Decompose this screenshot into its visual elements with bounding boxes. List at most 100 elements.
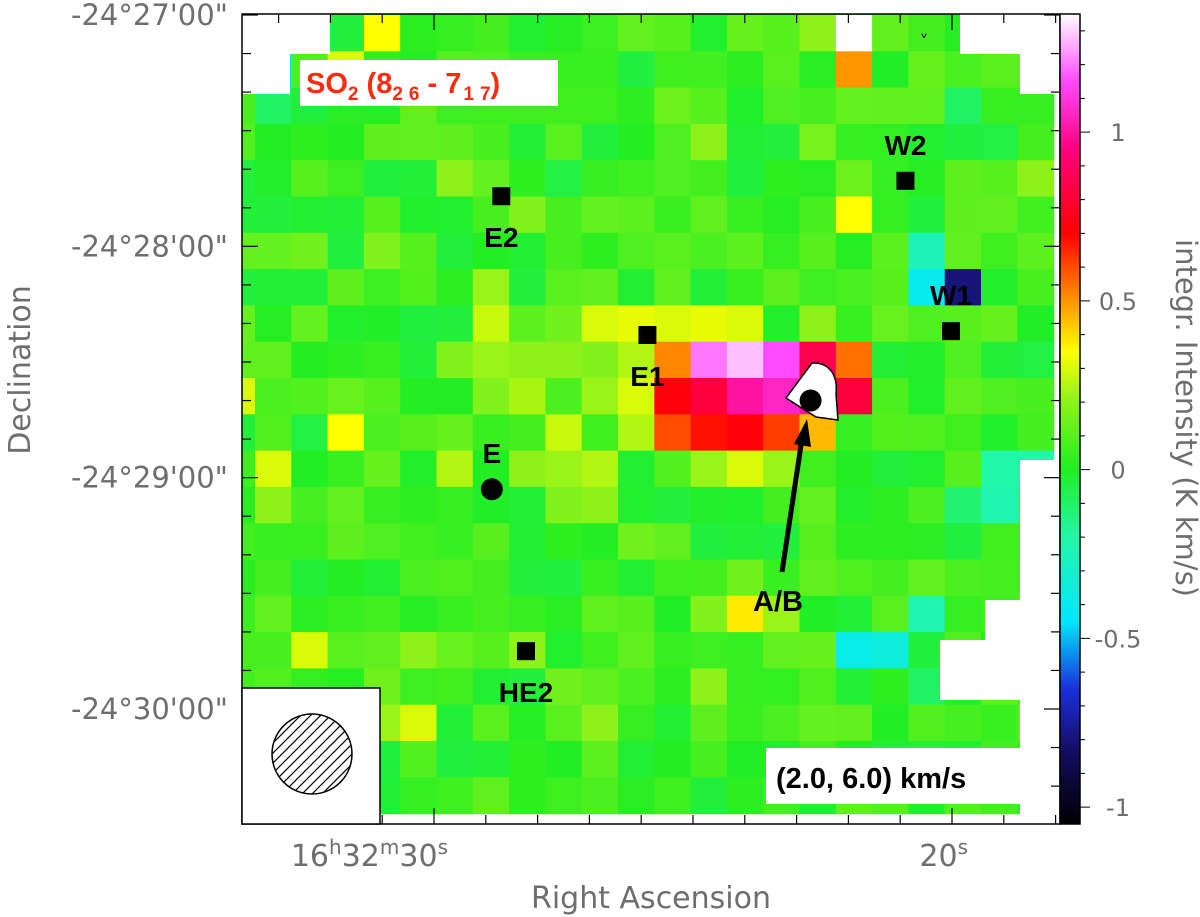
heatmap-pixel [400,486,438,524]
heatmap-pixel [291,595,329,633]
heatmap-pixel [291,632,329,669]
heatmap-pixel [872,704,909,742]
heatmap-pixel [618,632,655,669]
heatmap-pixel [363,523,401,561]
heatmap-pixel [654,414,692,452]
heatmap-pixel [763,595,801,633]
heatmap-pixel [618,777,655,815]
heatmap-pixel [509,595,546,633]
heatmap-pixel [242,450,256,488]
heatmap-pixel [327,232,365,270]
heatmap-pixel [472,559,510,597]
heatmap-pixel [581,87,619,125]
heatmap-pixel [1017,414,1055,452]
heatmap-pixel [363,450,401,488]
heatmap-pixel [509,450,546,488]
heatmap-pixel [981,341,1018,379]
heatmap-pixel [618,414,655,452]
heatmap-pixel [726,486,764,524]
heatmap-pixel [908,232,946,270]
heatmap-pixel [472,15,510,52]
heatmap-pixel [763,341,801,379]
heatmap-pixel [242,414,256,452]
heatmap-pixel [581,414,619,452]
heatmap-pixel [327,450,365,488]
heatmap-pixel [726,777,764,815]
molecule-upper-ka: 2 [392,84,403,105]
colorbar-label: integr. Intensity (K km/s) [1169,239,1200,597]
heatmap-pixel [690,486,728,524]
heatmap-pixel [472,269,510,306]
heatmap-pixel [908,559,946,597]
heatmap-pixel [654,123,692,161]
heatmap-pixel [654,523,692,561]
heatmap-pixel [981,305,1018,343]
heatmap-pixel [799,269,837,306]
heatmap-pixel [327,14,365,16]
heatmap-pixel [545,668,583,706]
source-label: HE2 [499,677,553,708]
heatmap-pixel [545,486,583,524]
heatmap-pixel [255,595,292,633]
heatmap-pixel [835,269,873,306]
heatmap-pixel [690,51,728,89]
heatmap-pixel [242,378,256,415]
heatmap-pixel [545,232,583,270]
heatmap-pixel [908,668,946,706]
heatmap-pixel [726,450,764,488]
y-tick-label: -24°30'00" [71,692,228,726]
y-tick-label: -24°27'00" [71,0,228,32]
heatmap-pixel [618,486,655,524]
heatmap-pixel [327,123,365,161]
heatmap-pixel [618,559,655,597]
heatmap-pixel [872,414,909,452]
heatmap-pixel [436,269,474,306]
heatmap-pixel [581,14,619,16]
heatmap-pixel [242,232,256,270]
heatmap-pixel [472,741,510,778]
heatmap-pixel [255,523,292,561]
heatmap-pixel [872,305,909,343]
heatmap-pixel [291,305,329,343]
heatmap-pixel [545,14,583,16]
heatmap-pixel [291,341,329,379]
heatmap-pixel [690,704,728,742]
heatmap-pixel [581,232,619,270]
unobserved-region [960,14,1020,54]
heatmap-pixel [363,559,401,597]
heatmap-pixel [763,14,801,16]
heatmap-pixel [255,632,292,669]
heatmap-pixel [690,123,728,161]
source-square-marker [896,171,915,190]
heatmap-pixel [872,450,909,488]
heatmap-pixel [763,269,801,306]
heatmap-pixel [581,595,619,633]
heatmap-pixel [908,414,946,452]
heatmap-pixel [1017,305,1055,343]
heatmap-pixel [509,378,546,415]
heatmap-pixel [618,668,655,706]
heatmap-pixel [545,777,583,815]
heatmap-pixel [872,632,909,669]
heatmap-pixel [509,559,546,597]
heatmap-pixel [726,160,764,198]
heatmap-pixel [872,196,909,234]
heatmap-pixel [835,523,873,561]
unobserved-region [1020,460,1060,824]
heatmap-pixel [255,232,292,270]
heatmap-pixel [799,160,837,198]
heatmap-pixel [981,232,1018,270]
heatmap-pixel [436,486,474,524]
heatmap-pixel [726,668,764,706]
heatmap-pixel [618,15,655,52]
heatmap-pixel [654,378,692,415]
heatmap-pixel [436,523,474,561]
heatmap-pixel [242,486,256,524]
heatmap-pixel [799,14,837,16]
heatmap-pixel [400,15,438,52]
heatmap-pixel [654,232,692,270]
heatmap-pixel [654,741,692,778]
heatmap-pixel [981,196,1018,234]
heatmap-pixel [763,51,801,89]
heatmap-pixel [654,704,692,742]
